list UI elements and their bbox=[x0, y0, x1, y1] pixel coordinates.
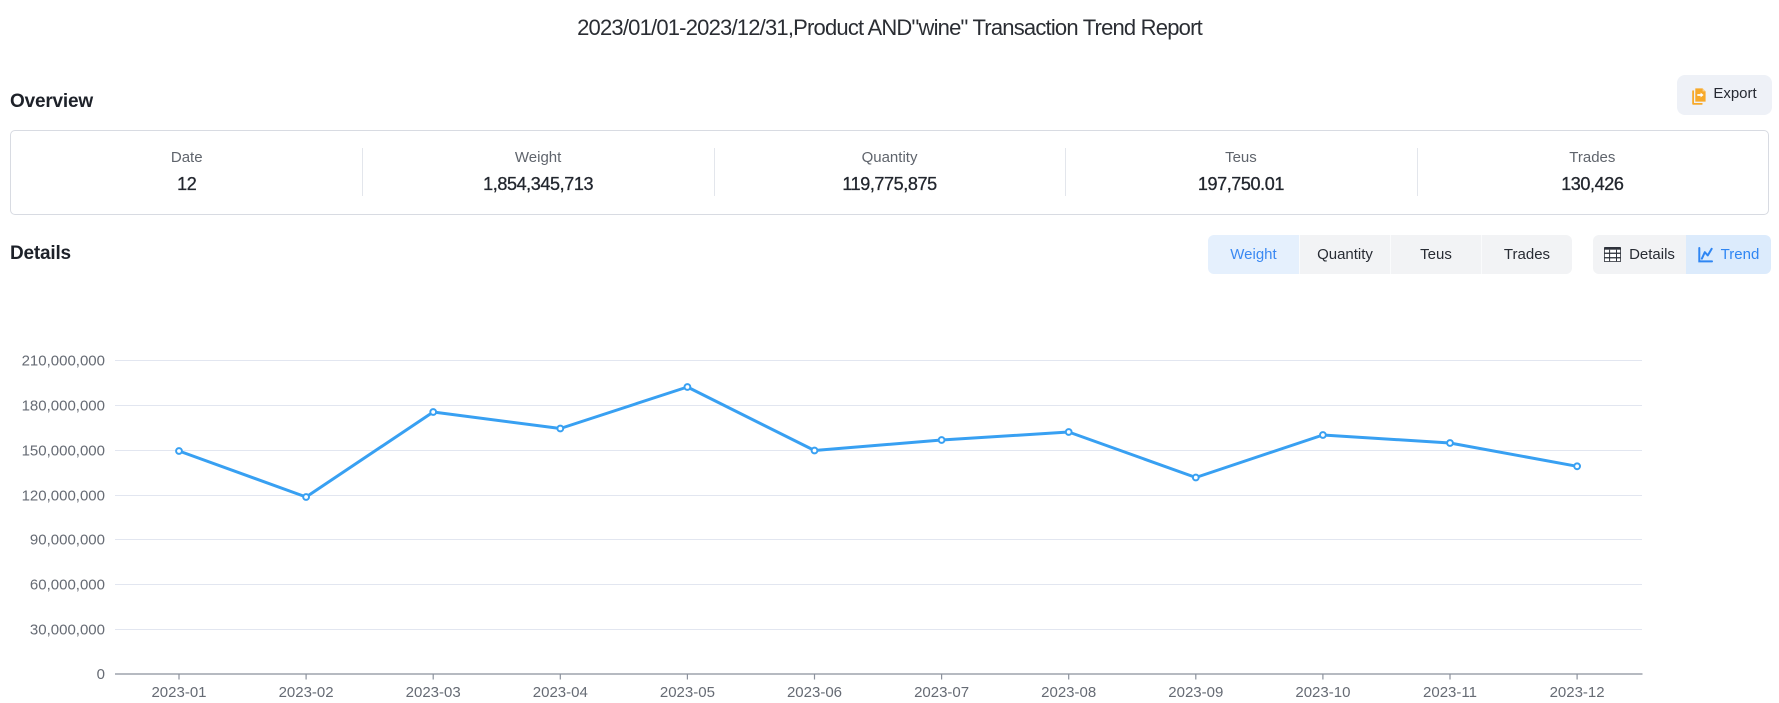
svg-text:2023-12: 2023-12 bbox=[1550, 684, 1605, 701]
svg-text:180,000,000: 180,000,000 bbox=[22, 398, 105, 415]
svg-text:2023-09: 2023-09 bbox=[1168, 684, 1223, 701]
svg-text:2023-02: 2023-02 bbox=[279, 684, 334, 701]
svg-text:0: 0 bbox=[97, 666, 105, 683]
svg-text:2023-05: 2023-05 bbox=[660, 684, 715, 701]
svg-text:60,000,000: 60,000,000 bbox=[30, 577, 105, 594]
svg-text:2023-06: 2023-06 bbox=[787, 684, 842, 701]
svg-text:2023-04: 2023-04 bbox=[533, 684, 588, 701]
svg-text:2023-01: 2023-01 bbox=[151, 684, 206, 701]
svg-text:90,000,000: 90,000,000 bbox=[30, 532, 105, 549]
svg-text:2023-07: 2023-07 bbox=[914, 684, 969, 701]
svg-text:120,000,000: 120,000,000 bbox=[22, 488, 105, 505]
svg-text:30,000,000: 30,000,000 bbox=[30, 622, 105, 639]
svg-text:2023-03: 2023-03 bbox=[406, 684, 461, 701]
svg-text:2023-08: 2023-08 bbox=[1041, 684, 1096, 701]
svg-text:2023-10: 2023-10 bbox=[1295, 684, 1350, 701]
svg-text:2023-11: 2023-11 bbox=[1423, 684, 1477, 701]
svg-text:210,000,000: 210,000,000 bbox=[22, 353, 105, 370]
svg-text:150,000,000: 150,000,000 bbox=[22, 443, 105, 460]
